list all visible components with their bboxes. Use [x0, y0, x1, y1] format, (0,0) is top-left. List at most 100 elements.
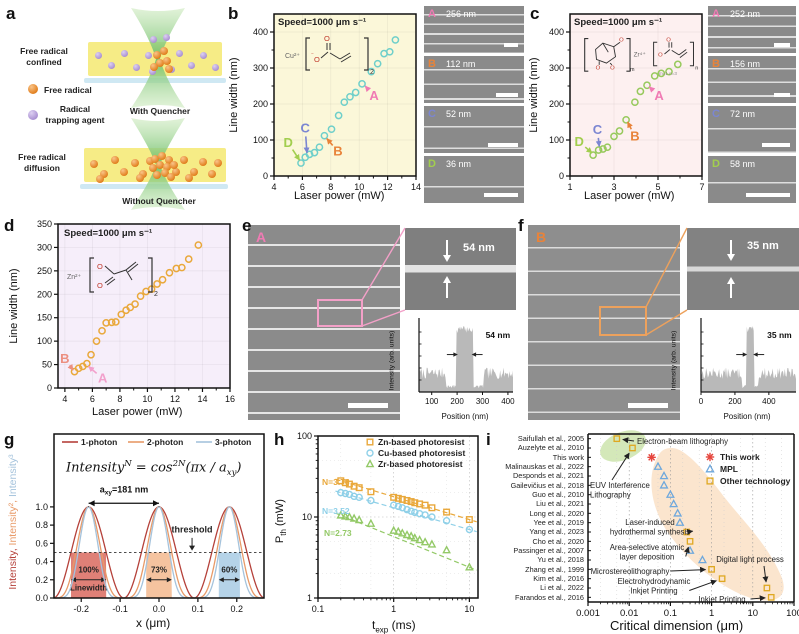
data-point	[403, 506, 411, 514]
data-point	[415, 535, 424, 544]
data-point	[442, 545, 451, 554]
data-point	[402, 530, 412, 539]
threshold-power-chart: N=3.76 N=3.52 N=2.73 Zn-based photoresistCu…	[297, 431, 479, 614]
scale-bar-e	[348, 403, 388, 408]
sem-tile-size: 36 nm	[446, 159, 472, 169]
trapping-agent-dot	[145, 52, 152, 59]
speed-label-b: Speed=1000 μm s⁻¹	[278, 17, 367, 28]
data-point	[406, 531, 416, 540]
data-point	[643, 81, 651, 90]
data-point	[659, 471, 669, 480]
free-radical-dot	[161, 169, 169, 177]
sem-tile-A: A 252 nm	[708, 6, 796, 53]
sem-strip-b: A 256 nm B 112 nm C 52 nm D 36 nm	[424, 6, 524, 206]
data-point	[427, 539, 437, 548]
data-point	[365, 459, 375, 468]
data-point	[599, 145, 607, 153]
data-point	[708, 565, 715, 573]
sem-tile-B: B 112 nm	[424, 56, 524, 103]
trapping-agent-dot	[108, 62, 115, 69]
data-point	[636, 87, 645, 96]
svg-text:1: 1	[709, 608, 714, 619]
panel-f-sem: B 35 nm 0 200 400 35 nm Intensity (arb. uni…	[520, 212, 799, 425]
data-point	[346, 92, 354, 101]
svg-text:10: 10	[354, 182, 364, 192]
svg-text:C: C	[593, 122, 603, 137]
svg-text:Zn-based photoresist: Zn-based photoresist	[378, 437, 465, 447]
svg-text:300: 300	[253, 63, 268, 73]
svg-text:60%: 60%	[221, 565, 237, 574]
svg-text:0: 0	[47, 383, 52, 393]
data-point	[421, 501, 429, 509]
data-point	[367, 67, 376, 76]
data-point	[465, 516, 473, 524]
panel-letter-h: h	[274, 430, 285, 449]
trapping-agent-dot	[133, 64, 140, 71]
ebl-highlight-blob	[600, 430, 646, 462]
svg-text:0.001: 0.001	[576, 608, 600, 619]
svg-text:Other technology: Other technology	[720, 476, 791, 486]
svg-text:200: 200	[549, 99, 564, 109]
data-point	[653, 461, 663, 470]
free-radical-dot	[170, 161, 178, 169]
sem-tile-letter: A	[428, 8, 436, 20]
data-point	[366, 518, 376, 527]
profile-e-xlabel: Position (nm)	[441, 412, 489, 421]
data-point	[136, 292, 145, 301]
svg-text:200: 200	[253, 99, 268, 109]
cu-sub-2: 2	[370, 69, 374, 76]
sem-tile-letter: D	[428, 158, 436, 170]
data-point	[631, 98, 639, 107]
zn-methacrylate-structure: Zn²⁺ O O 2	[67, 257, 158, 298]
svg-text:Area-selective atomic: Area-selective atomic	[610, 543, 685, 552]
sem-image-e: A	[248, 225, 400, 420]
svg-text:100: 100	[37, 336, 52, 346]
svg-text:1: 1	[391, 604, 396, 614]
svg-text:0.4: 0.4	[35, 557, 48, 567]
svg-text:Microstereolithography: Microstereolithography	[591, 567, 670, 576]
g-ylabel-part: ,	[7, 545, 19, 552]
data-point	[407, 507, 415, 515]
data-point	[705, 463, 715, 473]
data-point	[411, 508, 419, 517]
svg-text:400: 400	[549, 27, 564, 37]
sem-scale-bar	[504, 43, 518, 47]
line-width-vs-power-chart-cu: 4 6 8 10 12 14 0 100 200 300 400 A B CD	[253, 13, 421, 192]
svg-text:0.0: 0.0	[153, 604, 166, 614]
data-point	[351, 88, 360, 97]
data-point	[340, 98, 349, 107]
data-point	[465, 562, 474, 571]
svg-text:4: 4	[271, 182, 276, 192]
svg-text:100: 100	[786, 608, 799, 619]
svg-text:100: 100	[253, 135, 268, 145]
sem-f-letter: B	[536, 229, 547, 245]
data-point	[341, 479, 349, 487]
data-point	[327, 125, 336, 134]
sem-scale-bar	[746, 193, 790, 197]
data-point	[659, 480, 669, 489]
trapping-agent-dot	[149, 68, 156, 75]
panel-letter-g: g	[4, 430, 15, 449]
svg-text:O: O	[97, 262, 103, 271]
data-point	[341, 489, 350, 498]
svg-text:0.1: 0.1	[192, 604, 205, 614]
sem-scale-bar	[774, 43, 790, 47]
sem-tile-size: 112 nm	[446, 59, 476, 69]
data-point	[613, 435, 621, 443]
data-point	[465, 525, 474, 534]
panel-d-chart: 4 6 8 10 12 14 16 0 50 100 150 200 250 300 350 B A Speed…	[0, 212, 240, 425]
free-radical-dot	[180, 156, 188, 164]
sem-tile-size: 256 nm	[446, 9, 477, 19]
speed-label-c: Speed=1000 μm s⁻¹	[574, 17, 663, 28]
g-ylabel-part: Intensity	[7, 551, 19, 590]
sem-tile-letter: B	[428, 58, 436, 70]
svg-text:N=3.76: N=3.76	[322, 477, 350, 487]
g-xlabel: x (μm)	[136, 616, 171, 630]
sem-tile-A: A 256 nm	[424, 6, 524, 53]
svg-text:12: 12	[383, 182, 393, 192]
zr-sub-m: m	[630, 67, 635, 73]
svg-text:threshold: threshold	[172, 524, 213, 534]
svg-text:5: 5	[655, 182, 660, 192]
svg-text:4: 4	[62, 394, 67, 404]
data-point	[320, 131, 329, 140]
